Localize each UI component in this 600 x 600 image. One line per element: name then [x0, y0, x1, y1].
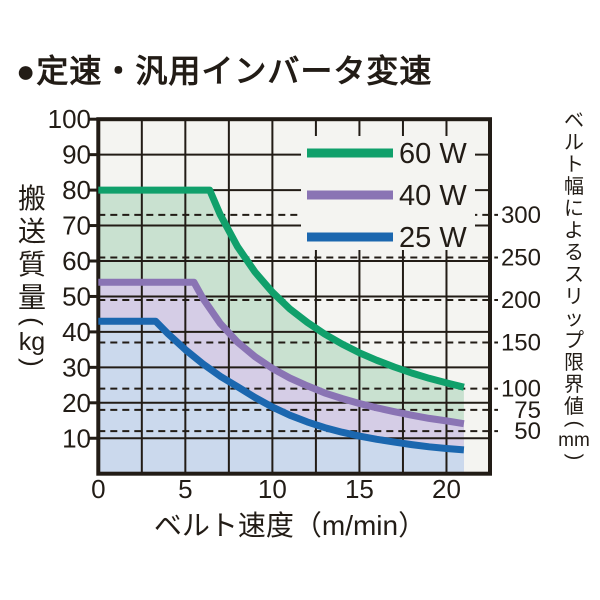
axis-label-char: 送	[17, 216, 46, 247]
axis-label-paren-open: (	[17, 317, 48, 326]
y-tick-label-40: 40	[62, 317, 91, 347]
y2-axis-label: ベルト幅によるスリップ限界値 ( mm)	[552, 110, 596, 463]
slip-label-75: 75	[514, 397, 541, 424]
x-axis-label: ベルト速度（m/min）	[153, 510, 427, 541]
axis-label-unit: kg	[18, 328, 46, 356]
y-tick-label-70: 70	[62, 211, 91, 241]
y-tick-label-30: 30	[62, 352, 91, 382]
legend-label-25w: 25 W	[399, 222, 467, 254]
y-tick-label-20: 20	[62, 388, 91, 418]
axis-label-char: 界	[564, 374, 584, 396]
x-tick-label-20: 20	[432, 474, 461, 504]
y-axis-label: 搬送質量 ( kg)	[8, 182, 56, 370]
x-tick-label-10: 10	[258, 474, 287, 504]
y-tick-label-100: 100	[48, 104, 91, 134]
x-tick-label-5: 5	[178, 474, 192, 504]
axis-label-paren-close: )	[562, 453, 585, 461]
axis-label-char: 値	[564, 396, 584, 418]
page-title: ●定速・汎用インバータ変速	[16, 53, 433, 89]
y-tick-label-10: 10	[62, 423, 91, 453]
axis-label-char: ル	[564, 132, 584, 154]
slip-label-250: 250	[501, 244, 541, 271]
axis-label-char: ト	[564, 154, 584, 176]
axis-label-char: ッ	[564, 308, 584, 330]
x-tick-label-0: 0	[91, 474, 105, 504]
axis-label-char: リ	[564, 286, 584, 308]
axis-label-char: よ	[564, 220, 584, 242]
series-curve-60w	[98, 186, 465, 391]
axis-label-char: 幅	[564, 176, 584, 198]
axis-label-char: ス	[564, 264, 584, 286]
legend-label-40w: 40 W	[399, 180, 467, 212]
axis-label-char: る	[564, 242, 584, 264]
axis-label-paren-close: )	[17, 358, 48, 367]
axis-label-char: 限	[564, 352, 584, 374]
slip-label-50: 50	[514, 418, 541, 445]
axis-label-char: 量	[17, 282, 46, 313]
slip-label-100: 100	[501, 376, 541, 403]
x-tick-label-15: 15	[345, 474, 374, 504]
axis-label-char: 質	[17, 249, 46, 280]
series-curve-25w	[98, 317, 465, 454]
axis-label-unit: mm	[558, 430, 590, 451]
legend-label-60w: 60 W	[399, 138, 467, 170]
axis-label-char: ベ	[564, 110, 584, 132]
y-tick-label-90: 90	[62, 140, 91, 170]
slip-label-200: 200	[501, 287, 541, 314]
y-tick-label-60: 60	[62, 246, 91, 276]
series-curve-40w	[98, 278, 465, 428]
axis-label-char: に	[564, 198, 584, 220]
axis-label-char: プ	[564, 330, 584, 352]
axis-label-paren-open: (	[562, 420, 585, 428]
slip-label-300: 300	[501, 202, 541, 229]
y-tick-label-50: 50	[62, 281, 91, 311]
y-tick-label-80: 80	[62, 175, 91, 205]
slip-label-150: 150	[501, 330, 541, 357]
series-fill-25w	[98, 321, 464, 474]
axis-label-char: 搬	[17, 183, 46, 214]
